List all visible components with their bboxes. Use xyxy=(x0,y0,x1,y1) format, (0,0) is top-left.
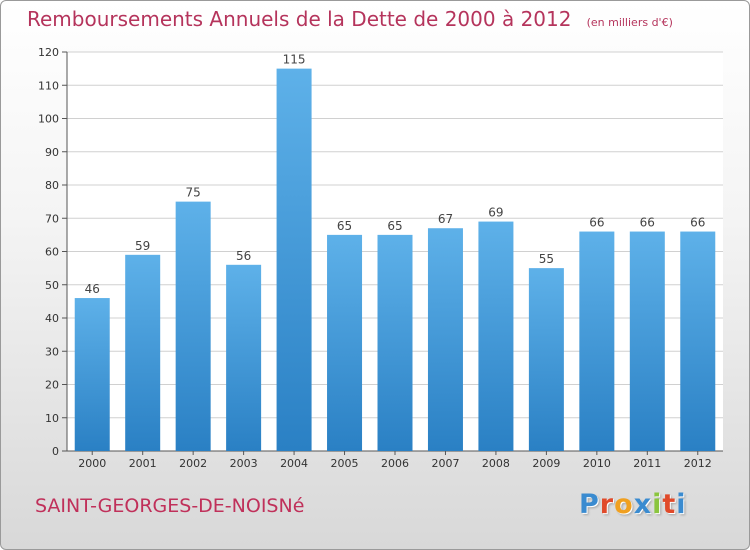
bar xyxy=(528,268,564,451)
bar xyxy=(226,264,262,451)
y-tick-label: 60 xyxy=(45,246,59,259)
x-tick-label: 2004 xyxy=(280,457,308,470)
data-label: 55 xyxy=(539,252,554,266)
y-tick-label: 100 xyxy=(38,113,59,126)
bar xyxy=(427,228,463,451)
data-label: 115 xyxy=(283,53,306,67)
y-tick-label: 120 xyxy=(38,46,59,59)
data-label: 65 xyxy=(337,219,352,233)
data-label: 66 xyxy=(690,216,705,230)
bar xyxy=(74,298,110,451)
x-tick-label: 2005 xyxy=(331,457,359,470)
y-tick-label: 10 xyxy=(45,412,59,425)
unit-label: (en milliers d'€) xyxy=(586,16,673,29)
data-label: 67 xyxy=(438,212,453,226)
data-label: 66 xyxy=(589,216,604,230)
bar xyxy=(276,68,312,451)
y-tick-label: 40 xyxy=(45,312,59,325)
bar xyxy=(579,231,615,451)
bar xyxy=(629,231,665,451)
y-tick-label: 80 xyxy=(45,179,59,192)
x-tick-label: 2010 xyxy=(583,457,611,470)
data-label: 46 xyxy=(85,282,100,296)
logo-letter: o xyxy=(614,489,634,520)
y-tick-label: 90 xyxy=(45,146,59,159)
data-label: 75 xyxy=(186,186,201,200)
data-label: 65 xyxy=(387,219,402,233)
y-tick-label: 30 xyxy=(45,345,59,358)
logo-letter: t xyxy=(662,489,677,520)
data-label: 69 xyxy=(488,206,503,220)
y-tick-label: 0 xyxy=(52,445,59,458)
bar xyxy=(478,221,514,451)
x-tick-label: 2002 xyxy=(179,457,207,470)
logo-letter: i xyxy=(676,489,687,520)
x-tick-label: 2001 xyxy=(129,457,157,470)
x-tick-label: 2008 xyxy=(482,457,510,470)
y-tick-label: 70 xyxy=(45,212,59,225)
x-tick-label: 2006 xyxy=(381,457,409,470)
chart-title: Remboursements Annuels de la Dette de 20… xyxy=(27,7,673,31)
commune-name: SAINT-GEORGES-DE-NOISNé xyxy=(35,495,305,517)
logo-letter: x xyxy=(633,489,653,520)
x-tick-label: 2007 xyxy=(431,457,459,470)
y-tick-label: 110 xyxy=(38,79,59,92)
proxiti-logo[interactable]: Proxiti xyxy=(579,489,687,520)
data-label: 59 xyxy=(135,239,150,253)
logo-letter: i xyxy=(652,489,663,520)
bar xyxy=(175,201,211,451)
bar xyxy=(680,231,716,451)
logo-letter: P xyxy=(579,489,600,520)
x-tick-label: 2012 xyxy=(684,457,712,470)
bar xyxy=(327,234,363,451)
y-tick-label: 20 xyxy=(45,379,59,392)
x-tick-label: 2011 xyxy=(633,457,661,470)
data-label: 56 xyxy=(236,249,251,263)
x-tick-label: 2000 xyxy=(78,457,106,470)
data-label: 66 xyxy=(640,216,655,230)
title-text: Remboursements Annuels de la Dette de 20… xyxy=(27,7,572,31)
logo-letter: r xyxy=(599,489,615,520)
y-tick-label: 50 xyxy=(45,279,59,292)
x-tick-label: 2009 xyxy=(532,457,560,470)
x-tick-label: 2003 xyxy=(230,457,258,470)
bar xyxy=(125,254,161,451)
bar xyxy=(377,234,413,451)
